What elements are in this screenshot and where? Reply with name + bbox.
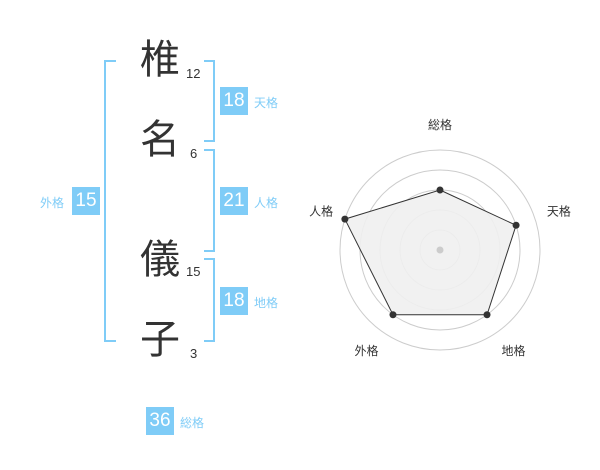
jinkaku-bracket xyxy=(204,149,215,252)
tenkaku-bracket xyxy=(204,60,215,142)
name-char-2: 名 xyxy=(140,117,180,163)
radar-point xyxy=(512,221,520,229)
stroke-count-2: 6 xyxy=(190,146,198,161)
gaikaku-value: 15 xyxy=(72,187,100,215)
radar-axis-label: 総格 xyxy=(428,117,452,132)
jinkaku-label: 人格 xyxy=(254,196,279,210)
radar-center xyxy=(436,246,444,254)
radar-point xyxy=(389,311,397,319)
gaikaku-label: 外格 xyxy=(40,196,65,210)
name-char-3: 儀 xyxy=(140,237,180,283)
jinkaku-value: 21 xyxy=(220,187,248,215)
radar-axis-label: 天格 xyxy=(547,203,571,218)
stroke-count-1: 12 xyxy=(186,66,201,81)
name-char-4: 子 xyxy=(140,317,180,363)
radar-point xyxy=(341,215,349,223)
soukaku-label: 総格 xyxy=(180,416,205,430)
radar-axis-label: 地格 xyxy=(501,343,525,358)
radar-ring xyxy=(339,149,541,351)
name-char-1: 椎 xyxy=(140,37,180,83)
tenkaku-label: 天格 xyxy=(254,96,279,110)
radar-axis-label: 外格 xyxy=(355,343,379,358)
stroke-count-4: 3 xyxy=(190,346,198,361)
soukaku-value: 36 xyxy=(146,407,174,435)
stroke-count-3: 15 xyxy=(186,264,201,279)
tenkaku-value: 18 xyxy=(220,87,248,115)
gaikaku-bracket xyxy=(104,60,116,342)
radar-point xyxy=(436,186,444,194)
chikaku-value: 18 xyxy=(220,287,248,315)
chikaku-label: 地格 xyxy=(254,296,279,310)
radar-axis-label: 人格 xyxy=(309,203,333,218)
radar-point xyxy=(483,311,491,319)
chikaku-bracket xyxy=(204,258,215,342)
radar-area xyxy=(344,189,517,316)
